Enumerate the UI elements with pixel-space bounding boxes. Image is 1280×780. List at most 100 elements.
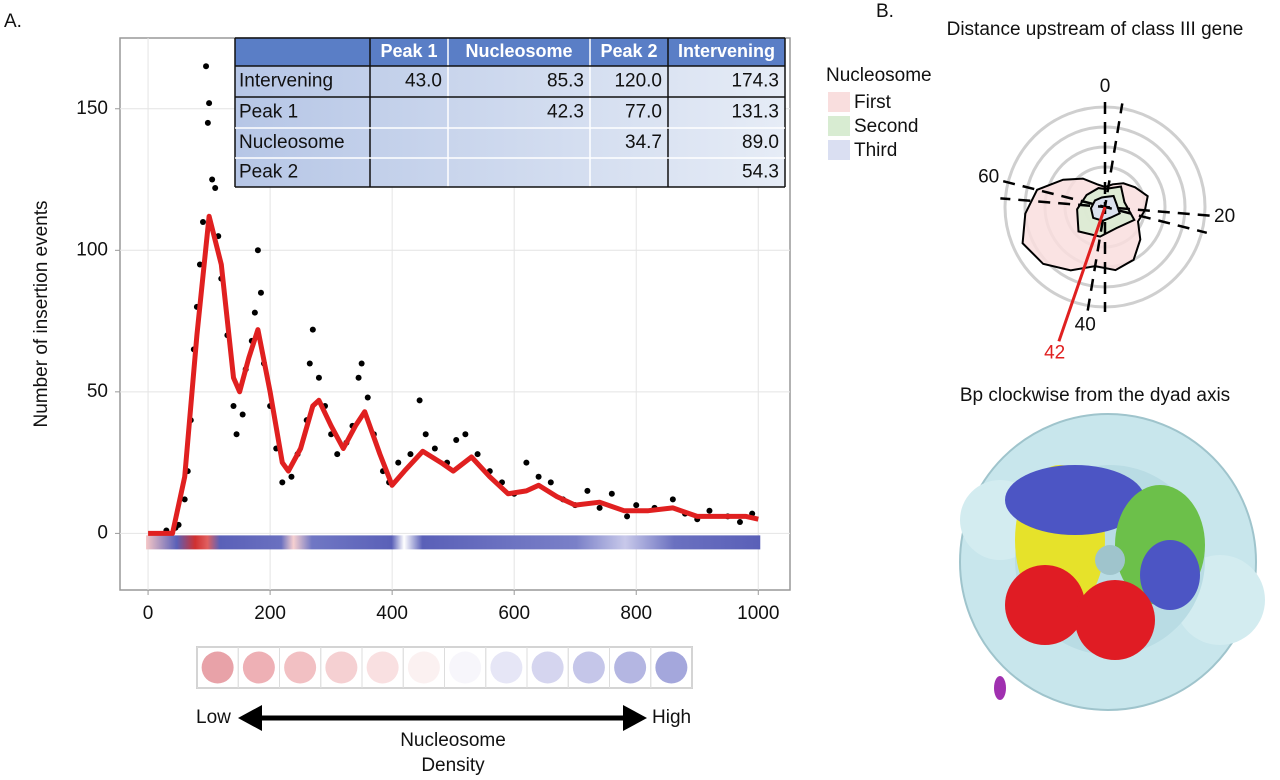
table-row-header: Intervening xyxy=(239,71,333,92)
arrow-head xyxy=(623,705,647,731)
table-column-header: Peak 1 xyxy=(380,41,437,61)
table-cell: 120.0 xyxy=(614,71,662,92)
x-tick-label: 400 xyxy=(376,603,408,624)
color-scale-swatch xyxy=(325,651,358,684)
data-point xyxy=(431,445,438,452)
data-point xyxy=(474,451,481,458)
table-header xyxy=(235,38,785,66)
legend-swatch xyxy=(828,140,850,160)
table-cell: 89.0 xyxy=(742,132,779,153)
table-column-header: Intervening xyxy=(678,41,775,61)
x-tick-label: 200 xyxy=(254,603,286,624)
table-cell: 54.3 xyxy=(742,162,779,183)
data-point xyxy=(422,431,429,438)
data-point xyxy=(535,473,542,480)
data-point xyxy=(257,289,264,296)
legend-title: Nucleosome xyxy=(826,65,932,86)
data-point xyxy=(206,100,213,107)
theta-tick-label: 60 xyxy=(978,167,999,188)
data-point xyxy=(204,119,211,126)
polar-title: Distance upstream of class III gene xyxy=(947,19,1244,40)
data-point xyxy=(212,185,219,192)
legend-swatch xyxy=(828,116,850,136)
data-point xyxy=(199,219,206,225)
table-column-header: Peak 2 xyxy=(600,41,657,61)
panel-label: B. xyxy=(876,1,894,22)
data-point xyxy=(288,473,295,480)
y-tick-label: 150 xyxy=(76,98,108,119)
data-point xyxy=(355,374,362,381)
data-point xyxy=(624,513,631,520)
table-row-header: Nucleosome xyxy=(239,132,345,153)
x-tick-label: 800 xyxy=(620,603,652,624)
color-scale-swatch xyxy=(201,651,234,684)
data-point xyxy=(233,431,240,438)
color-scale-swatch xyxy=(407,651,440,684)
data-point xyxy=(596,504,603,511)
data-point xyxy=(584,487,591,494)
data-point xyxy=(251,309,258,316)
table-cell: 42.3 xyxy=(547,102,584,123)
table-cell: 77.0 xyxy=(625,102,662,123)
table-cell: 131.3 xyxy=(731,102,779,123)
data-point xyxy=(453,436,460,443)
table-body xyxy=(235,66,785,187)
table-cell: 174.3 xyxy=(731,71,779,92)
polar-x-label: Bp clockwise from the dyad axis xyxy=(960,385,1230,406)
data-point xyxy=(358,360,365,367)
density-label: Density xyxy=(421,755,485,776)
table-row-header: Peak 1 xyxy=(239,102,298,123)
y-tick-label: 50 xyxy=(87,381,108,402)
data-point xyxy=(306,360,313,367)
data-point xyxy=(462,431,469,438)
data-point xyxy=(334,451,341,458)
protein-structure xyxy=(959,413,1265,711)
legend-label: Third xyxy=(854,140,897,161)
data-point xyxy=(608,490,615,497)
data-point xyxy=(309,326,316,333)
plot-a: 0 200 400 600 800 1000 0 50 100 150 Peak 1 Nucleoso… xyxy=(76,37,790,776)
legend-label: First xyxy=(854,92,892,113)
plot-b: First Second Third 0 20 40 60 42 xyxy=(828,76,1235,364)
theta-tick-label: 0 xyxy=(1100,76,1111,97)
table-column-header: Nucleosome xyxy=(465,41,572,61)
data-point xyxy=(230,403,237,409)
x-tick-label: 0 xyxy=(143,603,154,624)
highlight-line xyxy=(1057,206,1107,342)
panel-a: A. Number of insertion events 0 200 400 600… xyxy=(4,11,791,776)
data-point xyxy=(239,411,246,418)
data-point xyxy=(407,451,414,458)
panel-b: B. Distance upstream of class III gene B… xyxy=(826,1,1243,406)
legend-label: Second xyxy=(854,116,918,137)
legend-swatch xyxy=(828,92,850,112)
fit-line xyxy=(148,213,759,536)
y-tick-label: 0 xyxy=(97,522,108,543)
table-cell: 43.0 xyxy=(405,71,442,92)
data-point xyxy=(736,519,743,526)
color-scale-swatch xyxy=(366,651,399,684)
data-point xyxy=(209,176,216,183)
highlight-label: 42 xyxy=(1044,343,1065,364)
color-scale-swatch xyxy=(531,651,564,684)
density-label: Nucleosome xyxy=(400,730,506,751)
data-point xyxy=(203,63,210,70)
data-point xyxy=(547,479,554,486)
color-scale-swatch xyxy=(655,651,688,684)
theta-tick-label: 20 xyxy=(1214,206,1235,227)
color-scale-cell xyxy=(650,646,693,689)
data-point xyxy=(669,496,676,503)
low-label: Low xyxy=(196,707,231,728)
y-axis-label: Number of insertion events xyxy=(31,200,52,427)
density-strip xyxy=(146,535,761,550)
color-scale-swatch xyxy=(242,651,275,684)
color-scale-swatch xyxy=(614,651,647,684)
table-row-header: Peak 2 xyxy=(239,162,298,183)
data-point xyxy=(523,459,530,466)
data-point xyxy=(254,247,261,254)
data-point xyxy=(196,261,203,268)
x-tick-label: 1000 xyxy=(737,603,779,624)
high-label: High xyxy=(652,707,691,728)
theta-tick-label: 40 xyxy=(1075,314,1096,335)
color-scale-swatch xyxy=(490,651,523,684)
